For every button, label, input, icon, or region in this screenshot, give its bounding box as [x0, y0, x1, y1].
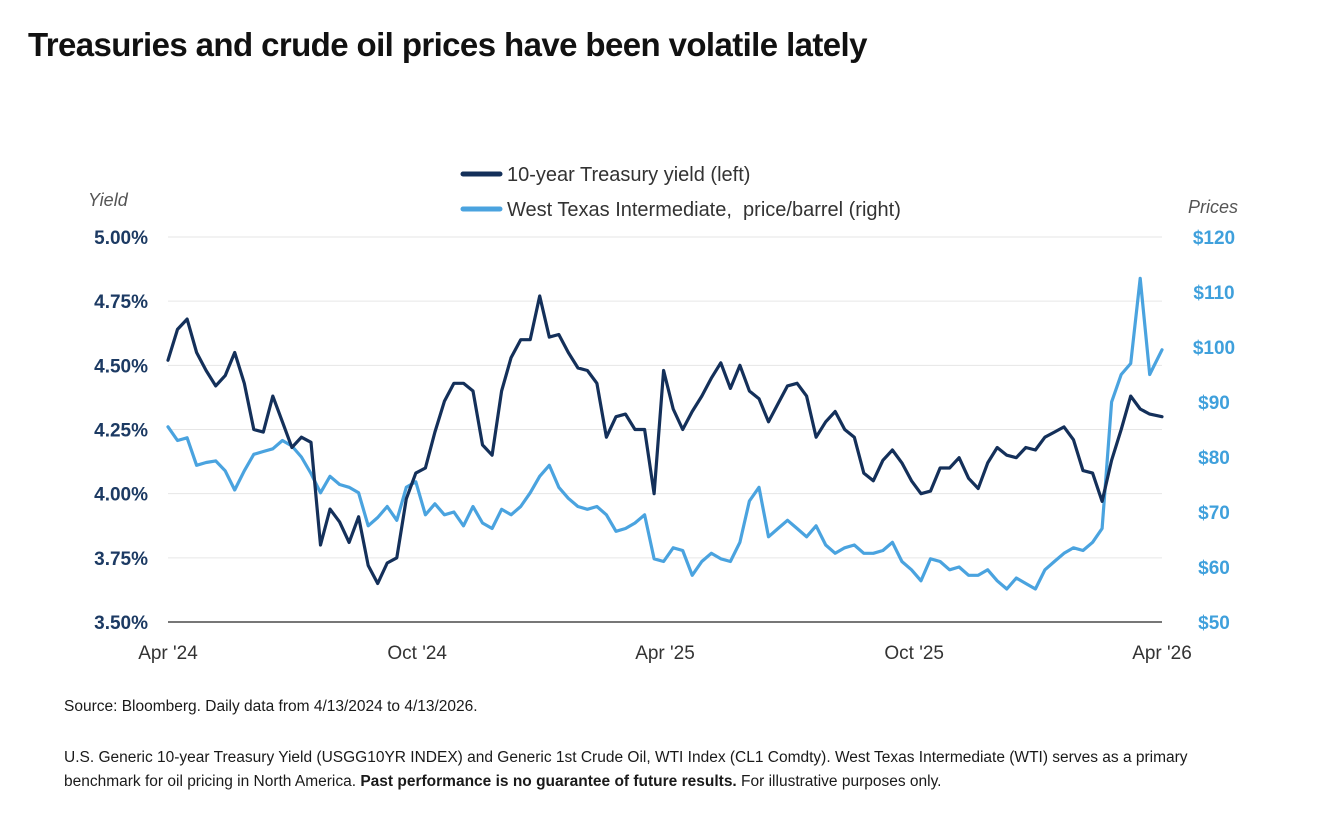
y-left-tick-label: 4.00% — [94, 485, 148, 506]
y-left-tick-label: 4.75% — [94, 292, 148, 313]
y-left-tick-label: 4.50% — [94, 356, 148, 377]
y-right-tick-label: $50 — [1198, 613, 1230, 634]
series-lines — [166, 276, 1164, 591]
x-tick-label: Oct '25 — [884, 643, 944, 664]
footnote: U.S. Generic 10-year Treasury Yield (USG… — [64, 746, 1244, 794]
footnote-text: U.S. Generic 10-year Treasury Yield (USG… — [64, 749, 1188, 790]
source-note: Source: Bloomberg. Daily data from 4/13/… — [64, 698, 478, 715]
y-right-tick-label: $60 — [1198, 558, 1230, 579]
x-tick-label: Apr '26 — [1132, 643, 1192, 664]
y-left-tick-label: 3.75% — [94, 549, 148, 570]
chart-title: Treasuries and crude oil prices have bee… — [28, 26, 867, 63]
y-right-tick-label: $120 — [1193, 228, 1235, 249]
x-tick-label: Apr '25 — [635, 643, 695, 664]
x-tick-label: Oct '24 — [387, 643, 447, 664]
y-right-axis-label: Prices — [1188, 197, 1238, 217]
x-tick-label: Apr '24 — [138, 643, 198, 664]
legend-label: 10-year Treasury yield (left) — [507, 164, 750, 186]
y-right-tick-label: $100 — [1193, 338, 1235, 359]
y-right-tick-label: $70 — [1198, 503, 1230, 524]
dual-axis-line-chart: 5.00% 4.75% 4.50% 4.25% 4.00% 3.75% 3.50% $120 $… — [88, 164, 1238, 664]
y-left-axis-label: Yield — [88, 190, 129, 210]
y-left-tick-label: 3.50% — [94, 613, 148, 634]
y-left-tick-label: 5.00% — [94, 228, 148, 249]
legend: 10-year Treasury yield (left) West Texas … — [460, 164, 901, 221]
y-right-tick-label: $90 — [1198, 393, 1230, 414]
axes: 5.00% 4.75% 4.50% 4.25% 4.00% 3.75% 3.50% $120 $… — [88, 190, 1238, 664]
y-left-tick-label: 4.25% — [94, 421, 148, 442]
legend-label: West Texas Intermediate, price/barrel (r… — [507, 199, 901, 221]
y-right-tick-label: $110 — [1193, 283, 1234, 304]
wti-price-line — [166, 276, 1164, 591]
footnote-text-end: For illustrative purposes only. — [736, 773, 942, 790]
footnote-disclaimer: Past performance is no guarantee of futu… — [360, 773, 737, 790]
y-right-tick-label: $80 — [1198, 448, 1230, 469]
treasury-yield-line — [166, 294, 1164, 586]
